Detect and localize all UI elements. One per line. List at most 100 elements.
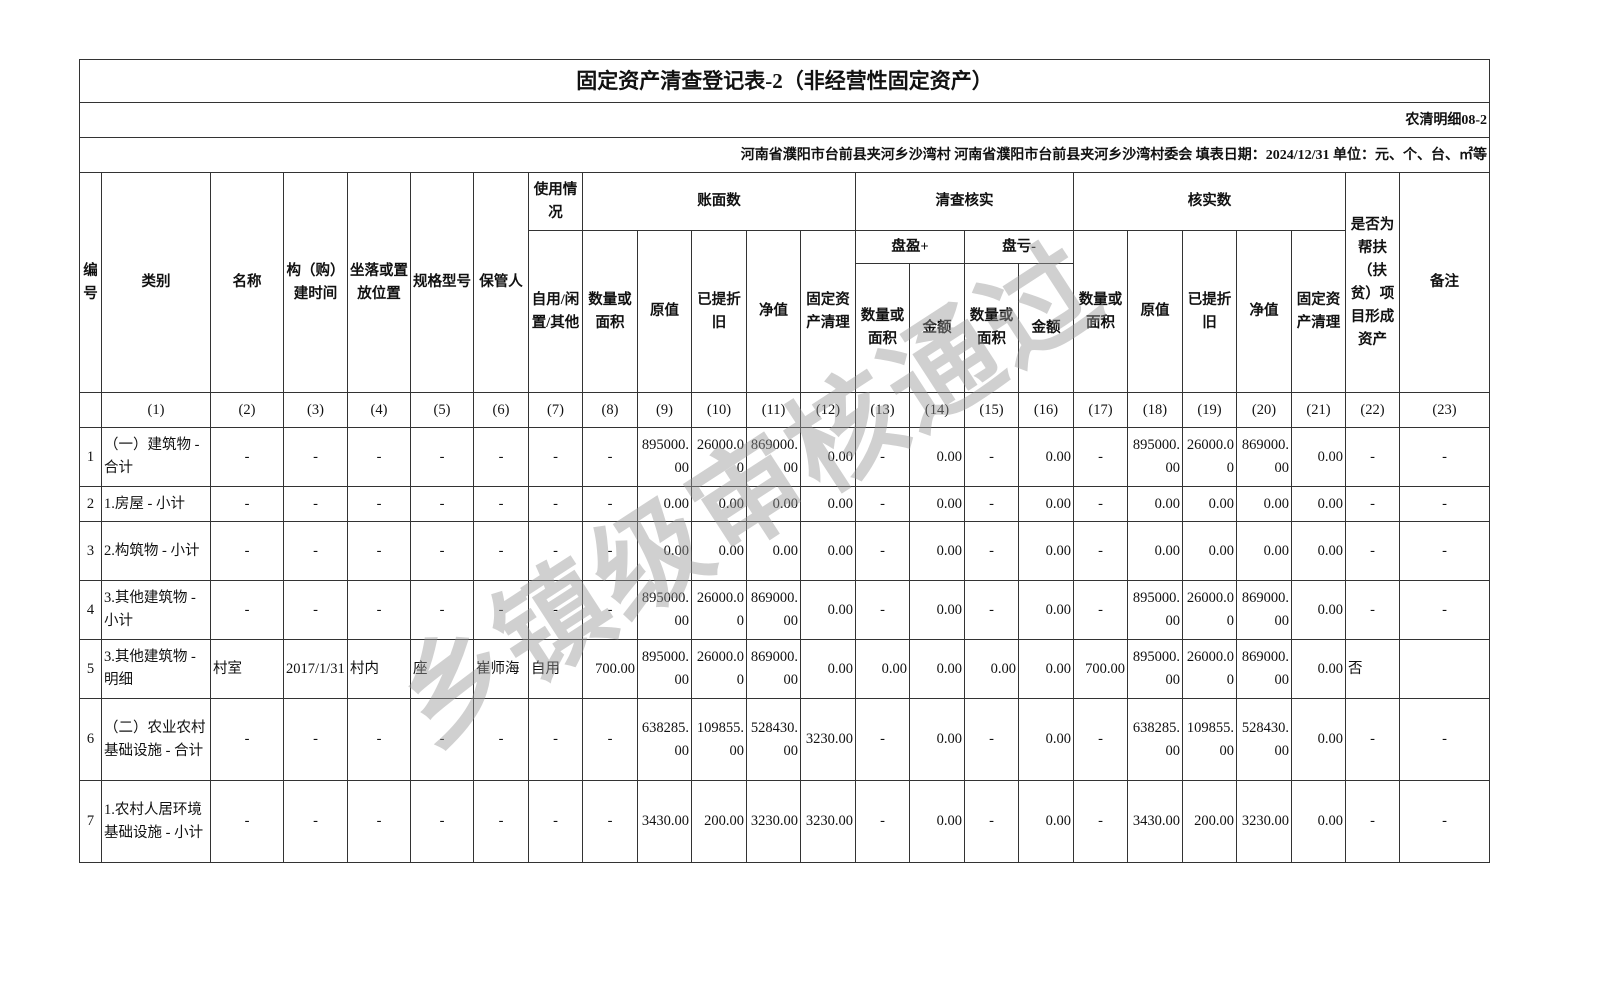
data-cell: 0.00: [1182, 486, 1237, 522]
header-location: 坐落或置放位置: [347, 172, 411, 393]
data-cell: 崔师海: [473, 639, 529, 699]
column-index: (23): [1399, 392, 1490, 428]
data-cell: -: [1399, 486, 1490, 522]
column-index: (9): [637, 392, 692, 428]
column-index: (22): [1345, 392, 1400, 428]
column-index: (2): [210, 392, 284, 428]
data-cell: 200.00: [691, 780, 747, 863]
column-index: (11): [746, 392, 801, 428]
data-cell: 895000.00: [637, 580, 692, 640]
data-cell: 895000.00: [637, 639, 692, 699]
column-index-row: (1) (2) (3) (4) (5) (6) (7) (8) (9) (10) (11) (12)(…: [79, 392, 1490, 428]
header-keeper: 保管人: [473, 172, 529, 393]
row-number: 3: [79, 521, 102, 581]
data-cell: -: [283, 521, 348, 581]
header-ver-orig: 原值: [1127, 230, 1183, 393]
data-cell: -: [347, 427, 411, 487]
header-check: 清查核实: [855, 172, 1074, 231]
data-cell: 869000.00: [746, 580, 801, 640]
header-surplus-qty: 数量或面积: [855, 263, 910, 393]
data-cell: 3230.00: [800, 698, 856, 781]
data-cell: -: [1073, 698, 1128, 781]
data-cell: 0.00: [909, 580, 965, 640]
table-row: 4 3.其他建筑物 - 小计 - - - - - - -895000.00 26000.00 869…: [79, 580, 1490, 640]
data-cell: -: [582, 427, 638, 487]
column-index: (3): [283, 392, 348, 428]
header-surplus-amount: 金额: [909, 263, 965, 393]
data-cell: 0.00: [1127, 521, 1183, 581]
data-cell: 0.00: [1127, 486, 1183, 522]
header-book: 账面数: [582, 172, 856, 231]
data-cell: -: [964, 580, 1019, 640]
data-cell: -: [1399, 780, 1490, 863]
data-cell: -: [210, 698, 284, 781]
column-index: (21): [1291, 392, 1346, 428]
row-number: 2: [79, 486, 102, 522]
data-cell: 否: [1345, 639, 1400, 699]
column-index: (4): [347, 392, 411, 428]
data-cell: -: [410, 486, 474, 522]
data-cell: -: [283, 580, 348, 640]
category-cell: （二）农业农村基础设施 - 合计: [101, 698, 211, 781]
data-cell: -: [964, 427, 1019, 487]
table-row: 7 1.农村人居环境基础设施 - 小计 - - - - - - -3430.00 200.00 32…: [79, 780, 1490, 863]
data-cell: -: [1399, 698, 1490, 781]
column-index: (7): [528, 392, 583, 428]
data-cell: 638285.00: [1127, 698, 1183, 781]
data-cell: -: [283, 427, 348, 487]
data-cell: 200.00: [1182, 780, 1237, 863]
data-cell: 0.00: [637, 521, 692, 581]
data-cell: 26000.00: [691, 639, 747, 699]
category-cell: 1.农村人居环境基础设施 - 小计: [101, 780, 211, 863]
data-cell: -: [210, 521, 284, 581]
data-cell: -: [855, 698, 910, 781]
data-cell: -: [528, 698, 583, 781]
data-cell: 0.00: [1291, 698, 1346, 781]
data-cell: -: [1399, 427, 1490, 487]
data-cell: 0.00: [1291, 521, 1346, 581]
data-cell: -: [964, 486, 1019, 522]
data-cell: -: [473, 427, 529, 487]
asset-register-sheet: 固定资产清查登记表-2（非经营性固定资产） 农清明细08-2 河南省濮阳市台前县…: [79, 59, 1490, 863]
index-cell-blank: [79, 392, 102, 428]
data-cell: 村室: [210, 639, 284, 699]
column-index: (13): [855, 392, 910, 428]
data-cell: -: [347, 486, 411, 522]
row-number: 7: [79, 780, 102, 863]
data-cell: 109855.00: [1182, 698, 1237, 781]
data-cell: -: [528, 780, 583, 863]
data-cell: 座: [410, 639, 474, 699]
column-index: (20): [1236, 392, 1292, 428]
data-cell: 869000.00: [746, 427, 801, 487]
data-cell: 0.00: [1182, 521, 1237, 581]
data-cell: 869000.00: [1236, 580, 1292, 640]
data-cell: -: [582, 486, 638, 522]
table-row: 5 3.其他建筑物 - 明细 村室 2017/1/31 村内座崔师海 自用 700.00 89…: [79, 639, 1490, 699]
data-cell: -: [582, 698, 638, 781]
category-cell: 1.房屋 - 小计: [101, 486, 211, 522]
data-cell: 0.00: [1236, 486, 1292, 522]
data-cell: 109855.00: [691, 698, 747, 781]
data-cell: -: [347, 698, 411, 781]
data-cell: -: [528, 580, 583, 640]
data-cell: -: [347, 521, 411, 581]
data-cell: 0.00: [691, 486, 747, 522]
header-book-qty: 数量或面积: [582, 230, 638, 393]
data-cell: 0.00: [909, 521, 965, 581]
data-cell: 0.00: [1291, 780, 1346, 863]
header-no: 编号: [79, 172, 102, 393]
data-cell: 0.00: [964, 639, 1019, 699]
data-cell: -: [528, 486, 583, 522]
header-remark: 备注: [1399, 172, 1490, 393]
data-cell: -: [855, 780, 910, 863]
data-cell: -: [528, 427, 583, 487]
data-cell: -: [1073, 486, 1128, 522]
data-cell: -: [964, 521, 1019, 581]
data-cell: 26000.00: [691, 580, 747, 640]
data-cell: -: [347, 780, 411, 863]
header-surplus: 盘盈+: [855, 230, 965, 264]
data-cell: 0.00: [1018, 780, 1074, 863]
data-cell: 0.00: [909, 427, 965, 487]
data-cell: -: [1345, 780, 1400, 863]
data-cell: -: [283, 486, 348, 522]
